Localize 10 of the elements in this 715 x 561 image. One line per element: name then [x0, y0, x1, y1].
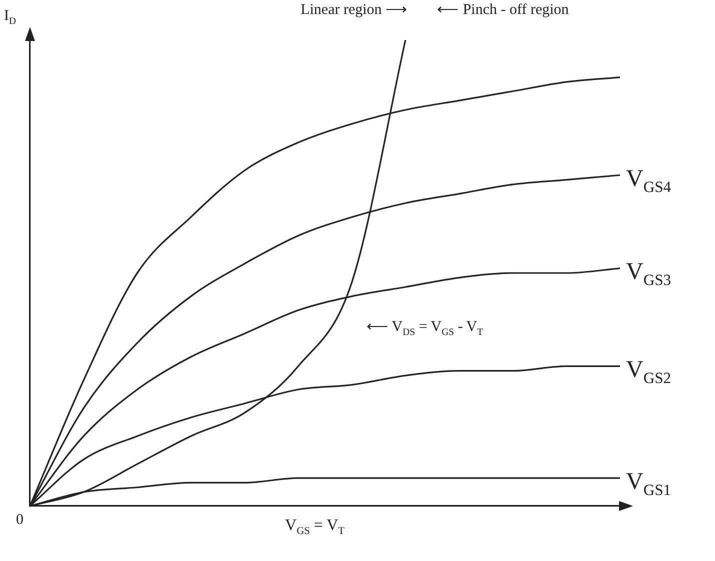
y-axis-title: I$_{D}$: [4, 8, 16, 27]
series-label: V$_{GS2}$: [626, 357, 672, 387]
text: Linear region ⟶: [300, 2, 408, 18]
text: ⟵ Pinch - off region: [437, 2, 569, 18]
annotation: ⟵ V$_{DS}$ = V$_{GS}$ - V$_{T}$: [366, 318, 484, 338]
series-label: V$_{GS4}$: [626, 166, 672, 196]
series-label: V$_{GS3}$: [626, 259, 672, 290]
series-label: V$_{GS1}$: [626, 469, 672, 499]
text: 0: [16, 512, 24, 528]
x-axis-title: V$_{GS}$ = V$_{T}$: [285, 517, 345, 538]
